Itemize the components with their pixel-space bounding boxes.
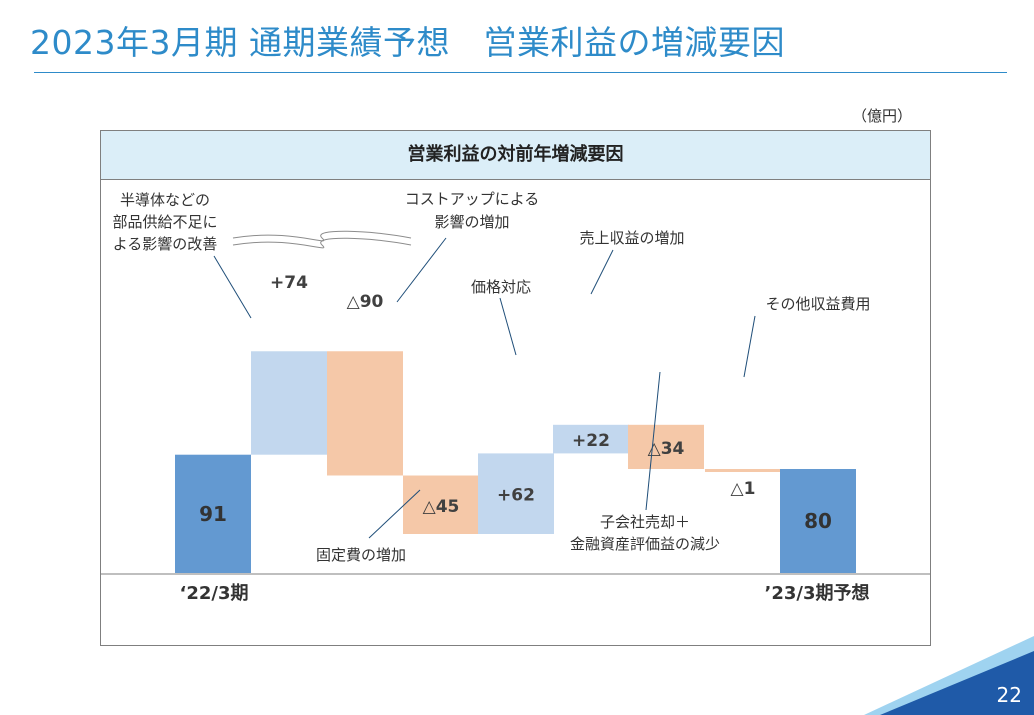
annotation-5-line-1: 価格対応 <box>471 278 531 296</box>
annotation-2-line-1: 半導体などの <box>120 191 210 209</box>
annotation-3-line-2: 影響の増加 <box>434 213 509 231</box>
annotation-8-line-1: その他収益費用 <box>765 295 870 313</box>
page-number: 22 <box>996 683 1022 707</box>
bar-1 <box>175 454 251 573</box>
chart-title: 営業利益の対前年増減要因 <box>101 131 930 180</box>
chart-frame: 営業利益の対前年増減要因 <box>100 130 931 646</box>
data-label-9: 80 <box>804 509 832 533</box>
axis-break-line-top <box>232 230 412 242</box>
annotation-2-line-2: 部品供給不足に <box>112 213 217 231</box>
bar-7 <box>628 424 704 469</box>
data-label-1: 91 <box>199 502 227 526</box>
annotation-3-line-1: コストアップによる <box>405 190 540 208</box>
data-label-7: △34 <box>648 439 685 459</box>
category-label-1: ‘22/3期 <box>180 583 249 604</box>
data-label-5: +62 <box>497 486 535 506</box>
leader-line-8 <box>743 315 756 378</box>
data-label-4: △45 <box>423 497 460 517</box>
leader-line-6 <box>590 249 614 295</box>
bar-6 <box>553 424 629 454</box>
annotation-7-line-1: 子会社売却＋ <box>600 513 690 531</box>
data-label-8: △1 <box>731 479 756 499</box>
bar-4 <box>403 475 479 534</box>
unit-label: （億円） <box>852 107 913 125</box>
leader-line-3 <box>396 237 447 303</box>
data-label-3: △90 <box>347 292 384 312</box>
data-label-6: +22 <box>572 431 610 451</box>
leader-line-5 <box>499 297 517 356</box>
slide-title: 2023年3月期 通期業績予想 営業利益の増減要因 <box>30 23 785 62</box>
leader-line-4 <box>368 489 421 539</box>
annotation-6-line-1: 売上収益の増加 <box>579 229 684 247</box>
annotation-7-line-2: 金融資産評価益の減少 <box>570 535 720 553</box>
leader-line-2 <box>213 255 252 319</box>
bar-9 <box>780 469 856 573</box>
annotation-4-line-1: 固定費の増加 <box>316 546 406 564</box>
bar-2 <box>251 351 327 455</box>
bar-5 <box>478 453 554 534</box>
leader-line-7 <box>645 371 661 511</box>
data-label-2: +74 <box>270 273 308 293</box>
bar-3 <box>327 351 403 476</box>
bar-8 <box>705 469 781 472</box>
axis-break-line-bottom <box>232 237 412 249</box>
annotation-2-line-3: よる影響の改善 <box>113 235 218 253</box>
category-label-9: ’23/3期予想 <box>765 582 870 604</box>
title-divider <box>34 72 1007 73</box>
